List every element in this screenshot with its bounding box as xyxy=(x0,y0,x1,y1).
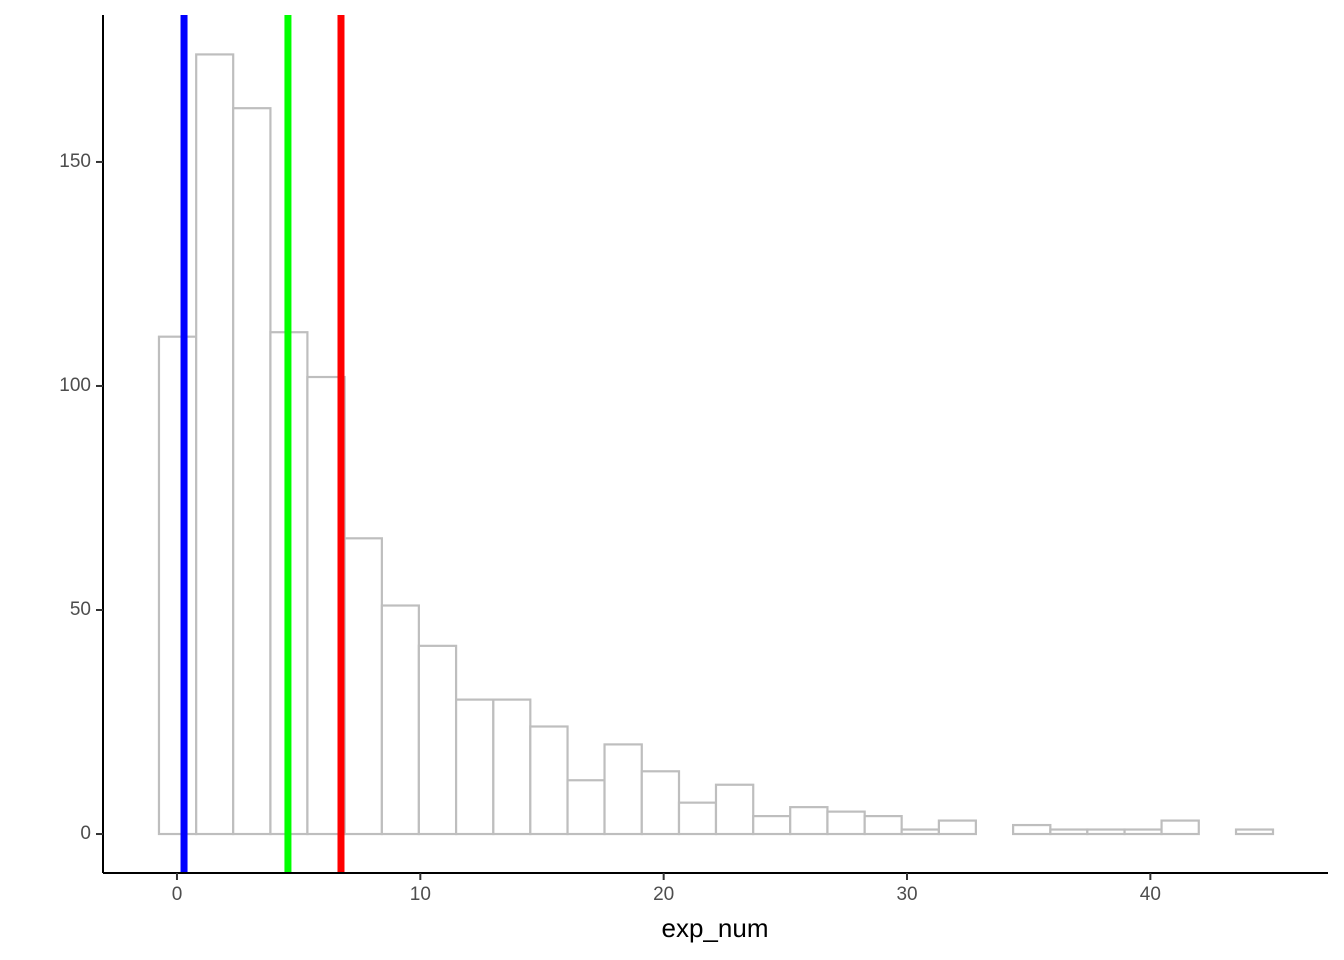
bar xyxy=(752,814,792,836)
bar xyxy=(232,107,272,836)
bar xyxy=(157,335,198,836)
bar xyxy=(1012,823,1052,836)
bar xyxy=(937,819,977,836)
y-tick-label: 0 xyxy=(80,823,91,844)
x-tick-label: 40 xyxy=(1140,884,1161,905)
bar xyxy=(1160,819,1200,836)
bar xyxy=(380,604,420,836)
bar xyxy=(417,644,458,836)
bar xyxy=(492,698,532,836)
bar xyxy=(454,698,495,836)
x-axis-label: exp_num xyxy=(662,913,769,943)
bar xyxy=(1049,828,1089,836)
bar xyxy=(677,801,718,836)
bar xyxy=(1086,828,1126,836)
bar xyxy=(863,814,903,836)
y-tick-label: 50 xyxy=(70,599,91,620)
bar xyxy=(640,770,681,836)
x-tick-label: 20 xyxy=(653,884,674,905)
bar xyxy=(900,828,940,836)
bar xyxy=(714,783,755,836)
bar xyxy=(603,743,643,836)
x-tick-label: 10 xyxy=(410,884,431,905)
bar xyxy=(1234,828,1275,836)
bar xyxy=(566,779,606,836)
bar xyxy=(1123,828,1163,836)
x-tick-label: 30 xyxy=(896,884,917,905)
y-tick-label: 150 xyxy=(59,151,91,172)
bar xyxy=(789,806,829,836)
bar xyxy=(529,725,569,836)
bar xyxy=(195,53,235,836)
x-tick-label: 0 xyxy=(172,884,183,905)
bar xyxy=(826,810,866,836)
y-tick-label: 100 xyxy=(59,375,91,396)
bar xyxy=(343,537,383,836)
